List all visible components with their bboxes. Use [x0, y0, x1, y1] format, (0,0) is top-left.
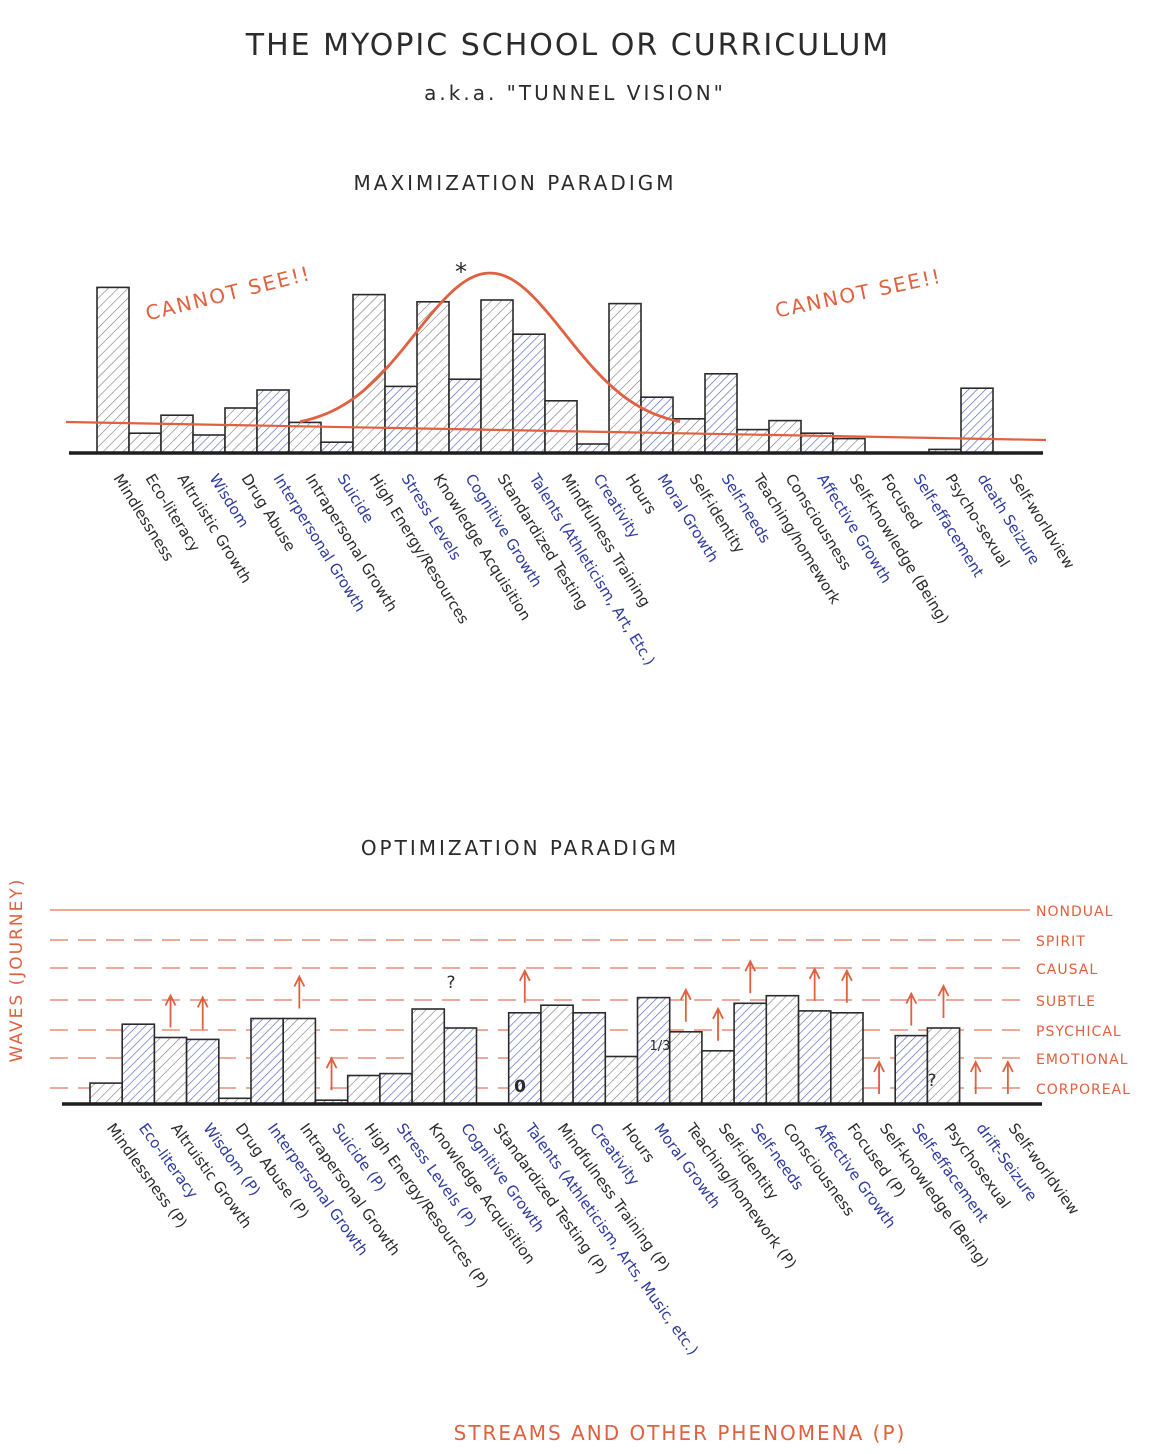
chart2-annotation: ? [446, 973, 455, 993]
bar-22 [765, 994, 800, 1105]
bar-20 [704, 372, 738, 454]
level-label: CAUSAL [1036, 962, 1098, 978]
bar-10 [379, 1072, 413, 1105]
growth-arrow [325, 1056, 338, 1091]
growth-arrow [293, 974, 306, 1009]
growth-arrow [905, 991, 918, 1026]
growth-arrow [680, 987, 692, 1022]
growth-arrow [164, 993, 177, 1028]
bar-26 [894, 1034, 929, 1105]
cannot-see-right: CANNOT SEE!! [773, 264, 944, 323]
bar-7 [282, 1017, 317, 1105]
bar-24 [832, 437, 866, 454]
chart2-xlabel: STREAMS AND OTHER PHENOMENA (P) [454, 1421, 907, 1445]
cannot-see-left: CANNOT SEE!! [143, 261, 314, 325]
level-label: NONDUAL [1036, 904, 1113, 920]
growth-arrow [1002, 1059, 1014, 1094]
bar-18 [640, 396, 674, 454]
chart2-title: OPTIMIZATION PARADIGM [361, 836, 679, 860]
bar-12 [448, 378, 482, 454]
threshold-line [65, 420, 1047, 442]
growth-arrow [744, 959, 757, 994]
bar-28 [960, 387, 994, 454]
bar-2 [121, 1023, 156, 1105]
growth-arrow [937, 983, 950, 1018]
bar-13 [480, 299, 514, 454]
bar-19 [668, 1031, 703, 1105]
growth-arrow [712, 1006, 724, 1041]
bar-3 [153, 1036, 188, 1105]
bar-10 [384, 385, 418, 454]
bar-22 [768, 419, 802, 454]
bar-1 [89, 1082, 124, 1105]
chart2-annotation: ? [927, 1071, 936, 1091]
bar-3 [160, 414, 194, 454]
bar-27 [926, 1027, 961, 1105]
chart2-annotation: 0 [514, 1077, 526, 1097]
bar-16 [572, 1011, 607, 1105]
peak-star: * [455, 258, 467, 286]
bar-5 [224, 407, 258, 454]
bar-23 [797, 1010, 832, 1105]
growth-arrow [518, 968, 531, 1003]
growth-arrow [196, 995, 209, 1030]
bar-4 [185, 1038, 220, 1105]
bar-12 [443, 1027, 478, 1105]
growth-arrow [873, 1059, 885, 1094]
chart2-annotation: 1/3 [650, 1039, 671, 1054]
bar-19 [672, 417, 706, 454]
bar-6 [256, 389, 290, 454]
level-label: EMOTIONAL [1036, 1052, 1129, 1068]
bar-17 [604, 1055, 639, 1105]
growth-arrow [808, 966, 821, 1001]
level-label: SUBTLE [1036, 994, 1096, 1010]
chart1-title: MAXIMIZATION PARADIGM [354, 171, 677, 195]
bar-20 [701, 1050, 735, 1105]
bar-2 [128, 432, 162, 454]
bell-curve [299, 271, 681, 424]
bar-15 [540, 1004, 574, 1105]
chart2-plot: NONDUAL SPIRIT CAUSAL SUBTLE PSYCHICAL EMOTIO… [50, 904, 1131, 1359]
page-subtitle: a.k.a. "TUNNEL VISION" [424, 81, 726, 105]
level-label: PSYCHICAL [1036, 1024, 1122, 1040]
bar-21 [733, 1002, 768, 1105]
bar-1 [96, 286, 130, 454]
page-title: THE MYOPIC SCHOOL OR CURRICULUM [245, 28, 890, 63]
bar-24 [829, 1011, 864, 1105]
bar-15 [544, 399, 578, 454]
bar-11 [411, 1008, 446, 1105]
bar-17 [608, 302, 642, 454]
bar-14 [512, 333, 546, 454]
growth-arrow [969, 1059, 982, 1094]
bar-9 [346, 1074, 381, 1105]
bar-4 [192, 434, 226, 454]
level-label: CORPOREAL [1036, 1082, 1131, 1098]
bar-6 [250, 1017, 285, 1105]
chart2-ylabel: WAVES (JOURNEY) [7, 878, 27, 1063]
bar-21 [736, 428, 770, 454]
growth-arrow [841, 968, 853, 1003]
level-label: SPIRIT [1036, 934, 1086, 950]
